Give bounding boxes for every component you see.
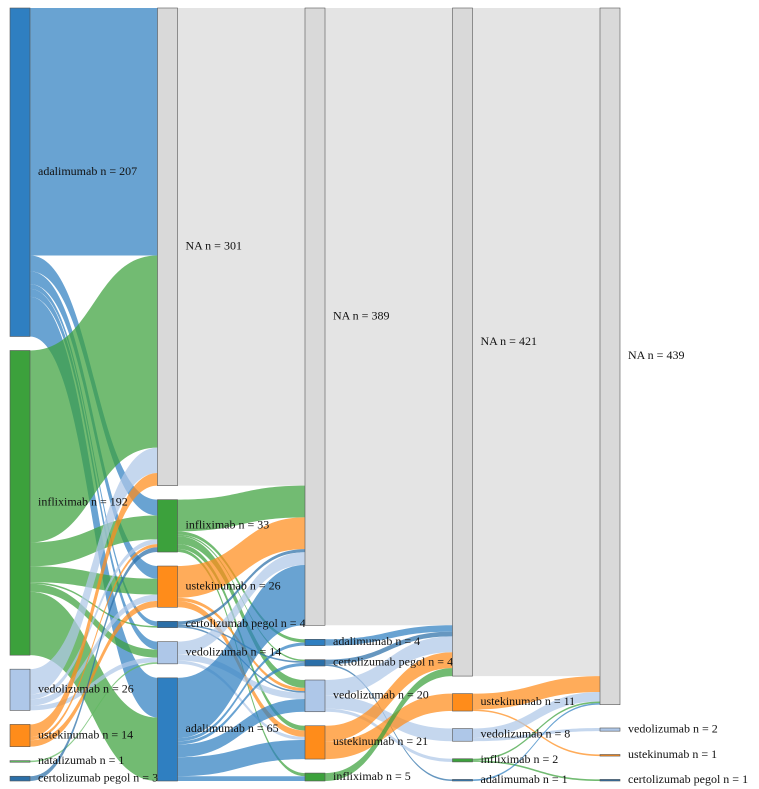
flow-link bbox=[177, 485, 305, 532]
node-label: infliximab n = 5 bbox=[333, 769, 411, 783]
node bbox=[304, 679, 326, 713]
node bbox=[9, 724, 31, 747]
node bbox=[304, 659, 326, 667]
flow-link bbox=[30, 547, 158, 781]
node bbox=[599, 7, 621, 705]
node-label: NA n = 389 bbox=[333, 308, 389, 322]
flow-link bbox=[177, 662, 305, 745]
node bbox=[9, 668, 31, 711]
node-label: vedolizumab n = 2 bbox=[628, 721, 718, 735]
node-label: ustekinumab n = 26 bbox=[186, 578, 281, 592]
node bbox=[452, 7, 473, 677]
flow-link bbox=[325, 652, 453, 742]
node-label: ustekinumab n = 21 bbox=[333, 734, 428, 748]
flow-link bbox=[325, 8, 453, 626]
node bbox=[452, 758, 473, 763]
node-label: vedolizumab n = 14 bbox=[186, 644, 282, 658]
node-label: adalimumab n = 4 bbox=[333, 634, 420, 648]
node bbox=[304, 725, 326, 760]
node-label: natalizumab n = 1 bbox=[38, 753, 124, 767]
flow-link bbox=[177, 642, 305, 742]
flow-link bbox=[30, 539, 158, 700]
flow-link bbox=[472, 709, 600, 757]
node-label: vedolizumab n = 8 bbox=[481, 727, 571, 741]
node bbox=[599, 727, 621, 732]
flow-link bbox=[472, 760, 600, 781]
node-label: adalimumab n = 207 bbox=[38, 164, 137, 178]
node bbox=[9, 760, 31, 763]
node bbox=[599, 779, 621, 782]
node bbox=[304, 7, 326, 626]
node-label: vedolizumab n = 26 bbox=[38, 682, 134, 696]
flow-link bbox=[177, 776, 305, 781]
flow-link bbox=[30, 544, 158, 741]
flow-link bbox=[30, 472, 158, 738]
flow-link bbox=[472, 691, 600, 739]
node bbox=[304, 772, 326, 782]
flow-link bbox=[30, 600, 158, 747]
node bbox=[452, 779, 473, 782]
node-label: infliximab n = 192 bbox=[38, 495, 128, 509]
node-label: NA n = 439 bbox=[628, 348, 684, 362]
flow-link bbox=[177, 536, 305, 688]
flow-link bbox=[472, 703, 600, 781]
node-label: ustekinumab n = 11 bbox=[481, 694, 576, 708]
flow-link bbox=[325, 625, 453, 646]
flow-link bbox=[30, 662, 158, 763]
flow-link bbox=[325, 668, 453, 781]
node bbox=[9, 775, 31, 782]
node bbox=[157, 7, 178, 486]
node-label: NA n = 421 bbox=[481, 334, 537, 348]
flow-link bbox=[177, 8, 305, 486]
node bbox=[304, 639, 326, 646]
flow-link bbox=[472, 727, 600, 742]
node-label: certolizumab pegol n = 4 bbox=[186, 616, 306, 630]
node bbox=[157, 620, 178, 628]
nodes: adalimumab n = 207 infliximab n = 192 vedo… bbox=[9, 7, 748, 786]
flow-link bbox=[177, 552, 305, 655]
flow-link bbox=[30, 447, 158, 695]
flow-link bbox=[177, 565, 305, 739]
flow-link bbox=[30, 296, 158, 718]
flow-link bbox=[177, 740, 305, 777]
node bbox=[9, 350, 31, 656]
node bbox=[452, 728, 473, 742]
flow-link bbox=[30, 8, 158, 256]
flow-link bbox=[472, 701, 600, 761]
node bbox=[599, 754, 621, 757]
flow-link bbox=[177, 699, 305, 758]
flow-link bbox=[30, 515, 158, 567]
flow-link bbox=[30, 594, 158, 706]
node-label: vedolizumab n = 20 bbox=[333, 688, 429, 702]
node-label: certolizumab pegol n = 1 bbox=[628, 772, 748, 786]
node-label: infliximab n = 33 bbox=[186, 518, 270, 532]
node-label: NA n = 301 bbox=[186, 239, 242, 253]
links bbox=[30, 8, 600, 781]
node bbox=[157, 499, 178, 553]
node-label: adalimumab n = 65 bbox=[186, 721, 279, 735]
flow-link bbox=[30, 255, 158, 543]
flow-link bbox=[177, 660, 305, 741]
flow-link bbox=[325, 636, 453, 696]
node bbox=[9, 7, 31, 337]
flow-link bbox=[472, 8, 600, 677]
node-label: certolizumab pegol n = 3 bbox=[38, 770, 158, 784]
node-label: adalimumab n = 1 bbox=[481, 772, 568, 786]
node-label: ustekinumab n = 14 bbox=[38, 727, 133, 741]
node bbox=[452, 693, 473, 712]
node bbox=[157, 677, 178, 782]
node bbox=[157, 641, 178, 665]
flow-link bbox=[177, 549, 305, 625]
flow-link bbox=[325, 708, 453, 762]
flow-link bbox=[325, 631, 453, 665]
node-label: certolizumab pegol n = 4 bbox=[333, 655, 453, 669]
flow-link bbox=[472, 676, 600, 710]
flow-link bbox=[177, 517, 305, 598]
node-label: infliximab n = 2 bbox=[481, 752, 559, 766]
flow-link bbox=[30, 657, 158, 711]
node-label: ustekinumab n = 1 bbox=[628, 747, 717, 761]
node bbox=[157, 565, 178, 608]
